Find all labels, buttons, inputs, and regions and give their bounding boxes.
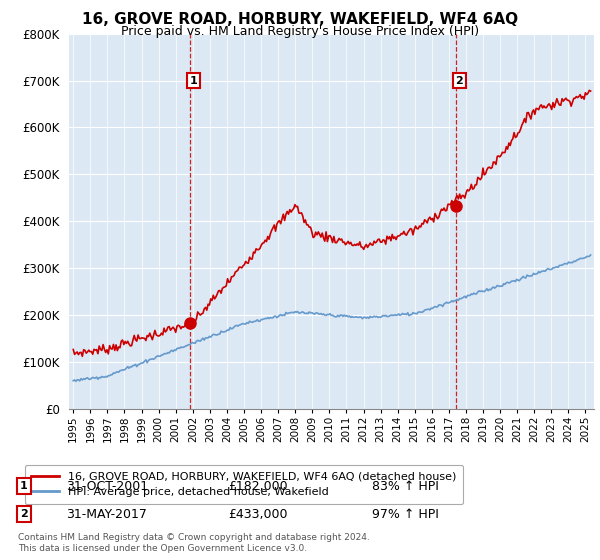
Legend: 16, GROVE ROAD, HORBURY, WAKEFIELD, WF4 6AQ (detached house), HPI: Average price: 16, GROVE ROAD, HORBURY, WAKEFIELD, WF4 … — [25, 465, 463, 504]
Text: 1: 1 — [20, 481, 28, 491]
Text: 31-OCT-2001: 31-OCT-2001 — [66, 479, 148, 493]
Text: 2: 2 — [20, 509, 28, 519]
Text: Contains HM Land Registry data © Crown copyright and database right 2024.
This d: Contains HM Land Registry data © Crown c… — [18, 533, 370, 553]
Text: 2: 2 — [455, 76, 463, 86]
Text: £182,000: £182,000 — [228, 479, 287, 493]
Text: 1: 1 — [190, 76, 197, 86]
Text: 97% ↑ HPI: 97% ↑ HPI — [372, 507, 439, 521]
Text: 83% ↑ HPI: 83% ↑ HPI — [372, 479, 439, 493]
Text: £433,000: £433,000 — [228, 507, 287, 521]
Text: Price paid vs. HM Land Registry's House Price Index (HPI): Price paid vs. HM Land Registry's House … — [121, 25, 479, 38]
Text: 16, GROVE ROAD, HORBURY, WAKEFIELD, WF4 6AQ: 16, GROVE ROAD, HORBURY, WAKEFIELD, WF4 … — [82, 12, 518, 27]
Text: 31-MAY-2017: 31-MAY-2017 — [66, 507, 147, 521]
